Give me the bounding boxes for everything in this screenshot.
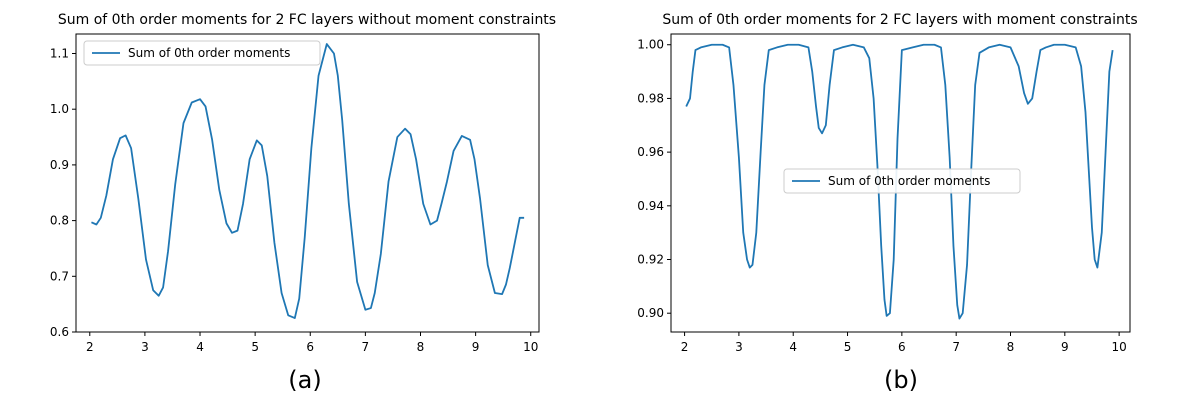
x-tick-label: 7 bbox=[362, 340, 370, 354]
x-tick-label: 4 bbox=[196, 340, 204, 354]
series-line-1 bbox=[91, 43, 525, 319]
x-tick-label: 3 bbox=[735, 340, 743, 354]
y-tick-label: 0.6 bbox=[50, 325, 69, 339]
chart-title-1: Sum of 0th order moments for 2 FC layers… bbox=[58, 12, 556, 28]
panel-label-1: (a) bbox=[288, 366, 321, 394]
y-tick-label: 0.90 bbox=[637, 306, 664, 320]
x-tick-label: 5 bbox=[251, 340, 259, 354]
x-tick-label: 10 bbox=[1111, 340, 1126, 354]
y-tick-label: 0.9 bbox=[50, 158, 69, 172]
x-tick-label: 3 bbox=[141, 340, 149, 354]
y-tick-label: 0.96 bbox=[637, 145, 664, 159]
x-tick-label: 6 bbox=[306, 340, 314, 354]
x-tick-label: 8 bbox=[417, 340, 425, 354]
panel-label-2: (b) bbox=[884, 366, 918, 394]
x-tick-label: 2 bbox=[86, 340, 94, 354]
y-tick-label: 1.0 bbox=[50, 102, 69, 116]
y-tick-label: 0.7 bbox=[50, 269, 69, 283]
y-tick-label: 1.00 bbox=[637, 38, 664, 52]
x-tick-label: 9 bbox=[472, 340, 480, 354]
chart-title-2: Sum of 0th order moments for 2 FC layers… bbox=[662, 12, 1137, 28]
plot-area-2 bbox=[670, 33, 1131, 333]
y-tick-label: 1.1 bbox=[50, 46, 69, 60]
x-tick-label: 6 bbox=[898, 340, 906, 354]
legend-box-2 bbox=[783, 168, 1021, 194]
y-tick-label: 0.98 bbox=[637, 91, 664, 105]
y-tick-label: 0.8 bbox=[50, 214, 69, 228]
y-tick-label: 0.92 bbox=[637, 253, 664, 267]
legend-label-1: Sum of 0th order moments bbox=[128, 46, 290, 60]
series-line-2 bbox=[685, 43, 1114, 320]
x-tick-label: 9 bbox=[1061, 340, 1069, 354]
plot-area-1 bbox=[75, 33, 540, 333]
legend-box-1 bbox=[83, 40, 321, 66]
y-tick-label: 0.94 bbox=[637, 199, 664, 213]
x-tick-label: 2 bbox=[681, 340, 689, 354]
x-tick-label: 7 bbox=[952, 340, 960, 354]
x-tick-label: 4 bbox=[789, 340, 797, 354]
x-tick-label: 10 bbox=[523, 340, 538, 354]
legend-label-2: Sum of 0th order moments bbox=[828, 174, 990, 188]
x-tick-label: 5 bbox=[844, 340, 852, 354]
x-tick-label: 8 bbox=[1007, 340, 1015, 354]
